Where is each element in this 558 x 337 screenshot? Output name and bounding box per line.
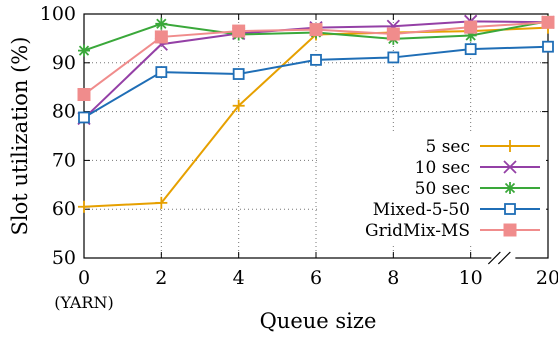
x-tick-label: 0 (78, 267, 90, 289)
legend-item: GridMix-MS (365, 221, 540, 241)
x-tick-label: 2 (155, 267, 167, 289)
data-point-marker (232, 24, 246, 38)
data-point-marker (464, 43, 477, 56)
data-point-marker (504, 182, 516, 194)
y-tick-label: 90 (52, 52, 76, 74)
legend-item: Mixed-5-50 (373, 200, 540, 220)
x-tick-label: 4 (233, 267, 245, 289)
data-point-marker (542, 40, 554, 53)
axes: 50 60 70 80 90 100 0 (YARN) 2 4 6 8 10 20 (40, 3, 558, 312)
y-tick-label: 80 (52, 101, 76, 123)
x-tick-label: 8 (387, 267, 399, 289)
data-point-marker (155, 17, 168, 30)
data-point-marker (154, 30, 168, 44)
legend-label: Mixed-5-50 (373, 200, 470, 220)
series-gridmix-ms (77, 15, 555, 102)
legend-item: 50 sec (415, 179, 540, 199)
x-tick-label: 20 (536, 267, 558, 289)
x-axis-title: Queue size (260, 309, 377, 333)
series-group (77, 14, 555, 213)
legend-item: 10 sec (415, 158, 540, 178)
data-point-marker (77, 88, 91, 102)
legend-item: 5 sec (425, 137, 540, 157)
axis-break-slash (487, 251, 501, 265)
data-point-marker (232, 68, 245, 80)
data-point-marker (503, 160, 517, 174)
data-point-marker (541, 15, 555, 29)
data-point-marker (387, 51, 400, 64)
data-point-marker (464, 20, 478, 34)
y-tick-label: 60 (52, 198, 76, 220)
data-point-marker (504, 140, 516, 152)
data-point-marker (155, 196, 168, 209)
legend-label: 10 sec (415, 158, 470, 178)
data-point-marker (78, 200, 90, 213)
data-point-marker (504, 203, 516, 215)
series-mixed-5-50 (78, 40, 554, 124)
x-tick-label: 6 (310, 267, 322, 289)
x-axis-break-mark (487, 251, 516, 265)
legend-label: 5 sec (425, 137, 470, 157)
data-point-marker (155, 66, 168, 78)
y-tick-label: 70 (52, 149, 76, 171)
legend-label: 50 sec (415, 179, 470, 199)
y-axis-title: Slot utilization (%) (8, 37, 32, 236)
x-tick-sublabel: (YARN) (54, 293, 113, 312)
legend-label: GridMix-MS (365, 221, 470, 241)
y-tick-label: 100 (40, 3, 76, 25)
y-tick-label: 50 (52, 247, 76, 269)
data-point-marker (78, 111, 90, 124)
data-point-marker (310, 53, 322, 66)
x-tick-label: 10 (459, 267, 483, 289)
data-point-marker (232, 99, 245, 112)
data-point-marker (78, 44, 90, 57)
data-point-marker (386, 27, 400, 41)
data-point-marker (503, 223, 517, 237)
data-point-marker (309, 23, 323, 37)
axis-break-slash (497, 251, 511, 265)
